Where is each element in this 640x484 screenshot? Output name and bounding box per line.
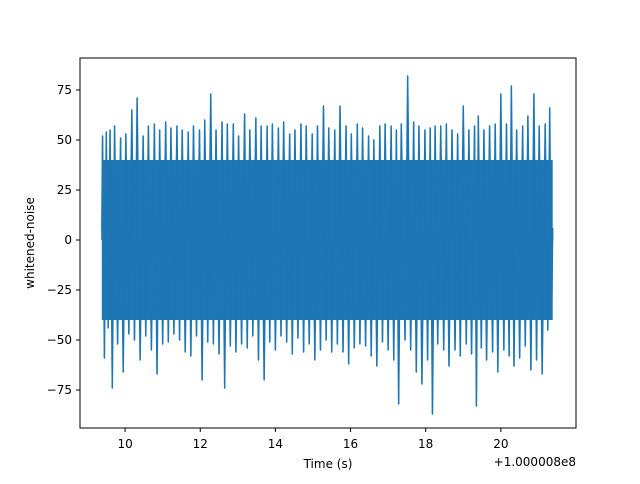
- y-tick-label: 25: [57, 183, 72, 197]
- x-tick-label: 14: [268, 437, 283, 451]
- y-tick-label: −50: [47, 333, 72, 347]
- y-tick-label: 0: [64, 233, 72, 247]
- y-tick-label: 75: [57, 83, 72, 97]
- y-tick-label: −75: [47, 383, 72, 397]
- x-tick-label: 18: [418, 437, 433, 451]
- x-axis-offset-label: +1.000008e8: [494, 455, 576, 469]
- x-tick-label: 20: [493, 437, 508, 451]
- x-axis-ticks: 10 12 14 16 18 20: [117, 428, 508, 451]
- y-tick-label: −25: [47, 283, 72, 297]
- y-tick-label: 50: [57, 133, 72, 147]
- whitened-noise-series-line: [101, 75, 554, 415]
- x-axis-label: Time (s): [303, 457, 353, 471]
- series-layer: [101, 75, 554, 415]
- x-tick-label: 16: [343, 437, 358, 451]
- x-tick-label: 10: [117, 437, 132, 451]
- y-axis-ticks: −75 −50 −25 0 25 50 75: [47, 83, 80, 397]
- y-axis-label: whitened-noise: [23, 197, 37, 289]
- x-tick-label: 12: [193, 437, 208, 451]
- plot-frame: [79, 57, 577, 429]
